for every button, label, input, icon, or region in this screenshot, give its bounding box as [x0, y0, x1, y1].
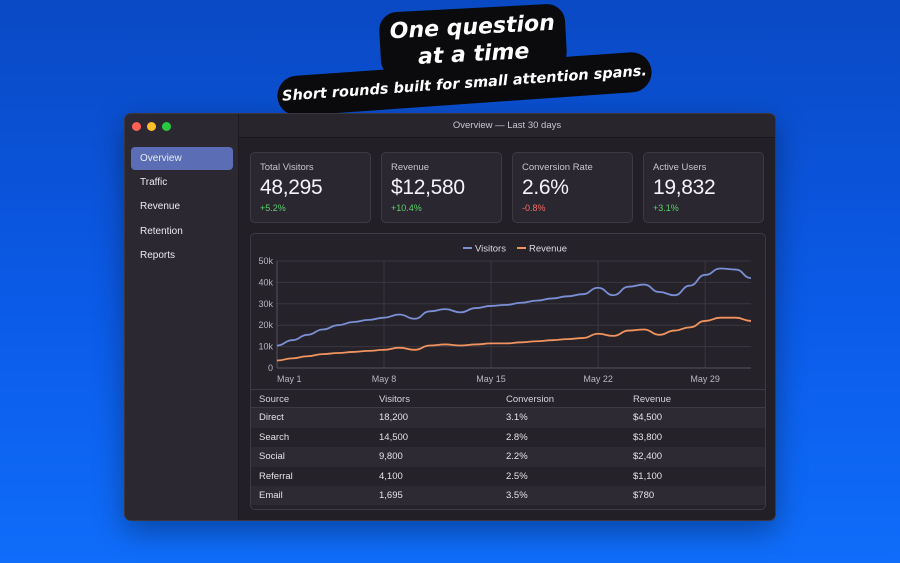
- kpi-card-conversion-rate[interactable]: Conversion Rate 2.6% -0.8%: [512, 152, 633, 223]
- sidebar-item-overview[interactable]: Overview: [131, 147, 233, 170]
- table-cell: Referral: [259, 470, 293, 482]
- kpi-label: Conversion Rate: [522, 162, 593, 173]
- sidebar: Overview Traffic Revenue Retention Repor…: [125, 114, 239, 520]
- minimize-window-button[interactable]: [147, 122, 156, 131]
- kpi-delta: +10.4%: [391, 203, 422, 213]
- sources-table: Source Visitors Conversion Revenue Direc…: [251, 389, 765, 506]
- kpi-card-revenue[interactable]: Revenue $12,580 +10.4%: [381, 152, 502, 223]
- table-cell: 2.2%: [506, 451, 528, 463]
- kpi-label: Active Users: [653, 162, 707, 173]
- sidebar-nav: Overview Traffic Revenue Retention Repor…: [131, 147, 233, 268]
- y-tick-label: 30k: [258, 299, 273, 309]
- table-cell: 9,800: [379, 451, 403, 463]
- kpi-delta: -0.8%: [522, 203, 546, 213]
- kpi-value: $12,580: [391, 176, 465, 199]
- x-tick-label: May 15: [476, 374, 506, 384]
- column-header-conversion[interactable]: Conversion: [506, 394, 555, 405]
- legend-revenue-label: Revenue: [529, 244, 567, 255]
- kpi-delta: +5.2%: [260, 203, 286, 213]
- table-cell: Social: [259, 451, 285, 463]
- table-cell: $1,100: [633, 470, 663, 482]
- x-tick-label: May 29: [690, 374, 720, 384]
- table-row[interactable]: Email 1,695 3.5% $780: [251, 485, 765, 506]
- table-cell: 3.1%: [506, 412, 528, 424]
- window-title: Overview — Last 30 days: [452, 120, 562, 131]
- table-row[interactable]: Search 14,500 2.8% $3,800: [251, 428, 765, 447]
- table-cell: $4,500: [633, 412, 663, 424]
- kpi-card-total-visitors[interactable]: Total Visitors 48,295 +5.2%: [250, 152, 371, 223]
- y-tick-label: 50k: [258, 256, 273, 266]
- table-cell: 2.5%: [506, 470, 528, 482]
- revenue-series-line: [276, 316, 752, 362]
- table-cell: 18,200: [379, 412, 409, 424]
- table-cell: 1,695: [379, 489, 403, 501]
- x-tick-label: May 22: [583, 374, 613, 384]
- table-cell: Search: [259, 431, 290, 443]
- x-tick-label: May 1: [277, 374, 302, 384]
- analytics-panel: 0 10k 20k 30k 40k 50k May 1 May 8 May 15 May 22 Ma…: [250, 233, 766, 510]
- table-cell: $780: [633, 489, 655, 501]
- kpi-label: Total Visitors: [260, 162, 314, 173]
- close-window-button[interactable]: [132, 122, 141, 131]
- table-cell: 14,500: [379, 431, 409, 443]
- table-row[interactable]: Referral 4,100 2.5% $1,100: [251, 467, 765, 486]
- kpi-label: Revenue: [391, 162, 430, 173]
- sidebar-item-reports[interactable]: Reports: [140, 249, 176, 261]
- legend-visitors-label: Visitors: [475, 244, 506, 255]
- window-controls: [132, 122, 171, 131]
- table-cell: $2,400: [633, 451, 663, 463]
- visitors-series-line: [276, 267, 752, 347]
- column-header-revenue[interactable]: Revenue: [633, 394, 672, 405]
- y-tick-label: 20k: [258, 320, 273, 330]
- main-content: Total Visitors 48,295 +5.2% Revenue $12,…: [239, 139, 775, 520]
- sidebar-item-traffic[interactable]: Traffic: [140, 177, 168, 189]
- kpi-value: 48,295: [260, 176, 323, 199]
- table-cell: $3,800: [633, 431, 663, 443]
- visitors-revenue-line-chart: 0 10k 20k 30k 40k 50k May 1 May 8 May 15 May 22 Ma…: [258, 244, 752, 384]
- kpi-card-active-users[interactable]: Active Users 19,832 +3.1%: [643, 152, 764, 223]
- sidebar-item-revenue[interactable]: Revenue: [140, 201, 181, 213]
- table-header-row: Source Visitors Conversion Revenue: [251, 389, 765, 409]
- table-cell: Direct: [259, 412, 284, 424]
- kpi-delta: +3.1%: [653, 203, 679, 213]
- table-cell: 3.5%: [506, 489, 528, 501]
- y-tick-label: 0: [268, 363, 273, 373]
- table-cell: 2.8%: [506, 431, 528, 443]
- table-row[interactable]: Social 9,800 2.2% $2,400: [251, 447, 765, 467]
- y-tick-label: 40k: [258, 277, 273, 287]
- app-window: Overview Traffic Revenue Retention Repor…: [124, 113, 776, 521]
- kpi-cards: Total Visitors 48,295 +5.2% Revenue $12,…: [250, 152, 764, 223]
- zoom-window-button[interactable]: [162, 122, 171, 131]
- table-row[interactable]: Direct 18,200 3.1% $4,500: [251, 408, 765, 428]
- kpi-value: 2.6%: [522, 176, 569, 199]
- table-cell: Email: [259, 489, 283, 501]
- x-tick-label: May 8: [372, 374, 397, 384]
- column-header-visitors[interactable]: Visitors: [379, 394, 410, 405]
- y-tick-label: 10k: [258, 342, 273, 352]
- column-header-source[interactable]: Source: [259, 394, 290, 405]
- window-titlebar: Overview — Last 30 days: [239, 114, 775, 138]
- headline-subtitle: Short rounds built for small attention s…: [281, 63, 648, 105]
- table-cell: 4,100: [379, 470, 403, 482]
- sidebar-item-retention[interactable]: Retention: [140, 225, 183, 237]
- kpi-value: 19,832: [653, 176, 716, 199]
